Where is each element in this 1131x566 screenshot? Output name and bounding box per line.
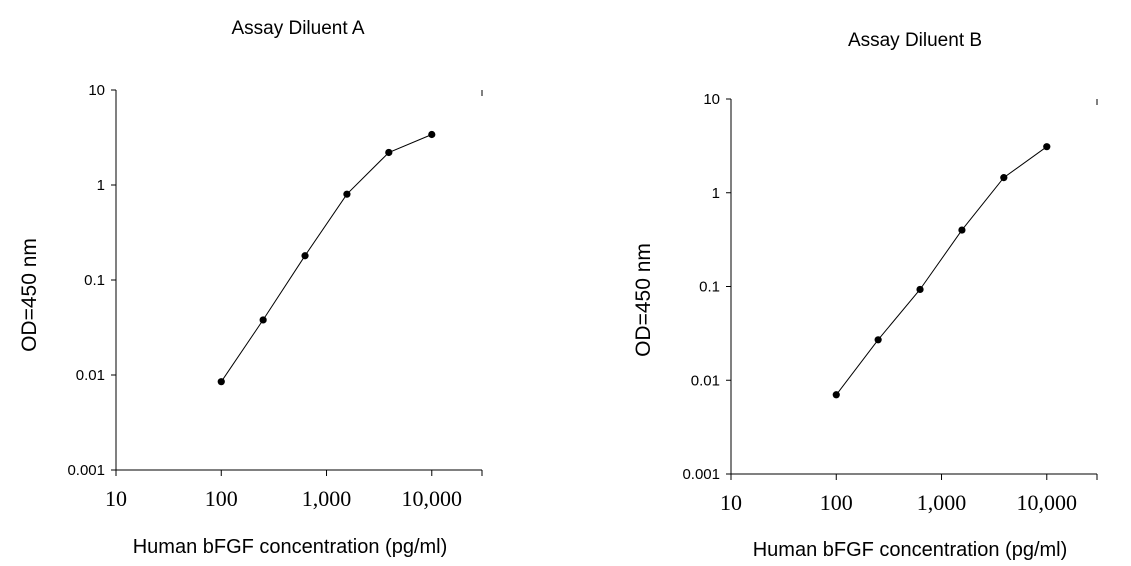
y-tick-label: 1 [712,185,720,202]
chart-title: Assay Diluent B [848,30,982,51]
data-point [1043,143,1051,151]
data-point [1000,174,1008,182]
y-tick-label: 0.1 [84,272,105,289]
axes [730,99,1097,475]
x-tick-label: 10,000 [1017,490,1078,515]
tick-marks [111,89,483,476]
tick-marks [726,98,1098,480]
x-axis-label: Human bFGF concentration (pg/ml) [133,536,448,558]
chart-title: Assay Diluent A [231,18,364,39]
x-tick-label: 1,000 [302,486,352,511]
data-point [259,316,267,324]
x-tick-label: 100 [820,490,853,515]
chart-assay-diluent-a: Assay Diluent A OD=450 nm Human bFGF con… [18,18,483,558]
data-point [832,391,840,399]
x-tick-labels: 10 100 1,000 10,000 [105,486,462,511]
y-tick-label: 0.1 [699,279,720,296]
data-point [958,226,966,234]
y-tick-labels: 0.001 0.01 0.1 1 10 [682,91,720,483]
data-point [301,252,309,260]
y-tick-label: 0.01 [691,372,720,389]
y-axis-label: OD=450 nm [632,243,655,357]
x-tick-label: 10,000 [402,486,463,511]
y-tick-label: 1 [97,177,105,194]
series-line [835,146,1048,396]
data-point [874,336,882,344]
series-line [220,134,432,382]
data-point [428,130,436,139]
data-point [217,378,225,386]
y-tick-label: 10 [88,82,105,99]
data-point [343,190,351,198]
data-point [916,285,924,294]
data-series [832,143,1051,399]
y-tick-label: 0.01 [76,367,105,384]
x-tick-label: 10 [105,486,127,511]
data-point [385,148,393,157]
y-axis-label: OD=450 nm [18,238,41,352]
x-tick-label: 100 [205,486,238,511]
y-tick-label: 10 [703,91,720,108]
x-tick-label: 10 [720,490,742,515]
y-tick-labels: 0.001 0.01 0.1 1 10 [67,82,105,479]
x-axis-label: Human bFGF concentration (pg/ml) [753,539,1068,561]
y-tick-label: 0.001 [67,462,105,479]
axes [115,90,482,471]
y-tick-label: 0.001 [682,466,720,483]
x-tick-label: 1,000 [917,490,967,515]
x-tick-labels: 10 100 1,000 10,000 [720,490,1077,515]
data-series [217,130,436,386]
chart-assay-diluent-b: Assay Diluent B OD=450 nm Human bFGF con… [632,30,1098,561]
